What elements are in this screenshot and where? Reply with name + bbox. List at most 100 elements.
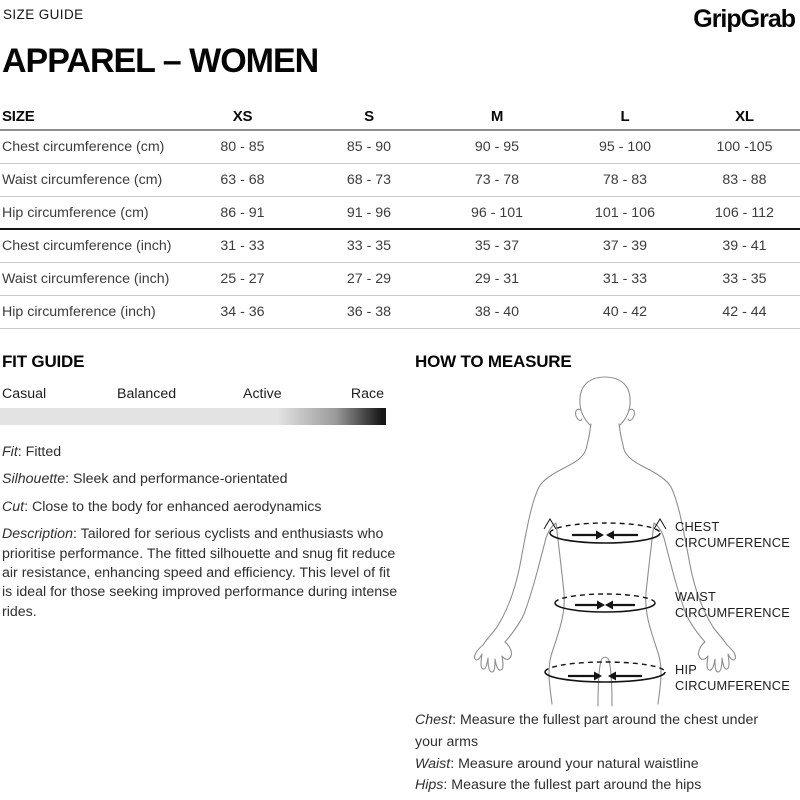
figure-label-hip: HIP [675, 662, 697, 677]
figure-outline [473, 376, 737, 707]
figure-ear-left [575, 408, 583, 421]
figure-leg-gap [597, 656, 613, 707]
attribute-value: Sleek and performance-orientated [73, 471, 288, 488]
row-label: Chest circumference (inch) [2, 238, 172, 254]
fit-scale-gradient-bar [0, 408, 386, 425]
cell-value: 33 - 35 [722, 271, 767, 287]
cell-value: 73 - 78 [474, 172, 520, 188]
figure-label-chest: CHEST [675, 519, 719, 534]
figure-head [579, 376, 631, 426]
cell-value: 39 - 41 [722, 238, 767, 254]
attribute-fit: Fit: Fitted [2, 443, 404, 462]
size-table: SIZE XS S M L XL Chest circumference (cm… [0, 103, 800, 329]
chest-measure-ring [543, 518, 667, 544]
row-label: Waist circumference (inch) [2, 271, 170, 287]
page-title: APPAREL – WOMEN [2, 42, 319, 80]
scale-label-casual: Casual [2, 386, 47, 402]
cell-value: 85 - 90 [346, 139, 392, 155]
table-row: Chest circumference (inch) 31 - 33 33 - … [0, 230, 800, 263]
cell-value: 83 - 88 [722, 172, 767, 188]
measurement-figure: CHEST CIRCUMFERENCE WAIST CIRCUMFERENCE … [473, 376, 790, 707]
fit-guide-heading: FIT GUIDE [2, 352, 85, 371]
table-row: Hip circumference (cm) 86 - 91 91 - 96 9… [0, 197, 800, 230]
header-cell-xs: XS [232, 107, 253, 125]
note-label: Hips [415, 777, 444, 794]
note-value: Measure around your natural waistline [458, 755, 699, 772]
cell-value: 80 - 85 [220, 139, 265, 155]
cell-value: 31 - 33 [220, 238, 265, 254]
figure-ear-right [627, 408, 635, 421]
cell-value: 101 - 106 [595, 204, 655, 221]
cell-value: 37 - 39 [602, 238, 648, 254]
how-to-measure-heading: HOW TO MEASURE [415, 352, 572, 371]
separator: : [452, 712, 460, 728]
cell-value: 40 - 42 [602, 304, 648, 320]
scale-label-balanced: Balanced [117, 386, 177, 402]
cell-value: 96 - 101 [470, 204, 524, 221]
attribute-value: Tailored for serious cyclists and enthus… [2, 526, 398, 620]
attribute-value: Fitted [25, 444, 62, 460]
separator: : [65, 471, 73, 488]
scale-label-active: Active [243, 386, 282, 402]
hip-measure-ring [544, 661, 666, 683]
cell-value: 33 - 35 [346, 238, 392, 254]
figure-label-waist-2: CIRCUMFERENCE [675, 605, 790, 620]
fit-scale-labels: Casual Balanced Active Race [0, 386, 386, 404]
row-label: Hip circumference (inch) [2, 304, 156, 320]
separator: : [72, 526, 81, 543]
cell-value: 90 - 95 [474, 139, 520, 155]
cell-value: 95 - 100 [598, 139, 652, 155]
brand-logo: GripGrab [693, 5, 796, 33]
cell-value: 35 - 37 [474, 238, 520, 254]
header-cell-size: SIZE [2, 107, 35, 125]
figure-body-right [618, 423, 737, 705]
scale-label-race: Race [350, 386, 384, 402]
table-row: Hip circumference (inch) 34 - 36 36 - 38… [0, 296, 800, 329]
attribute-label: Description [2, 526, 73, 543]
separator: : [17, 444, 26, 460]
table-header-row: SIZE XS S M L XL [0, 103, 800, 131]
header-cell-l: L [620, 107, 630, 125]
cell-value: 27 - 29 [346, 271, 392, 287]
figure-body-left [473, 423, 592, 705]
separator: : [443, 777, 452, 794]
attribute-label: Fit [2, 444, 18, 460]
attribute-cut: Cut: Close to the body for enhanced aero… [2, 498, 404, 517]
cell-value: 34 - 36 [220, 304, 265, 320]
cell-value: 31 - 33 [602, 271, 648, 287]
note-value: Measure the fullest part around the hips [451, 777, 702, 794]
cell-value: 25 - 27 [220, 271, 265, 287]
attribute-label: Silhouette [2, 471, 66, 488]
note-hips: Hips: Measure the fullest part around th… [415, 775, 789, 797]
cell-value: 36 - 38 [346, 304, 392, 320]
header-cell-s: S [364, 107, 374, 125]
cell-value: 38 - 40 [474, 304, 520, 320]
waist-measure-ring [554, 593, 656, 613]
cell-value: 63 - 68 [220, 172, 265, 188]
separator: : [24, 498, 32, 515]
separator: : [450, 755, 459, 772]
cell-value: 106 - 112 [715, 204, 774, 221]
row-label: Chest circumference (cm) [2, 139, 165, 155]
attribute-description: Description: Tailored for serious cyclis… [2, 525, 404, 622]
cell-value: 91 - 96 [346, 204, 392, 221]
figure-label-chest-2: CIRCUMFERENCE [675, 535, 790, 550]
cell-value: 29 - 31 [474, 271, 520, 287]
cell-value: 86 - 91 [220, 204, 265, 221]
attribute-value: Close to the body for enhanced aerodynam… [31, 498, 322, 515]
cell-value: 78 - 83 [602, 172, 648, 188]
figure-label-waist: WAIST [675, 589, 716, 604]
note-chest: Chest: Measure the fullest part around t… [415, 710, 789, 754]
header-cell-m: M [490, 107, 504, 125]
note-value: Measure the fullest part around the ches… [415, 712, 759, 750]
row-label: Waist circumference (cm) [2, 172, 163, 188]
table-row: Waist circumference (inch) 25 - 27 27 - … [0, 263, 800, 296]
table-row: Waist circumference (cm) 63 - 68 68 - 73… [0, 164, 800, 197]
note-label: Waist [415, 755, 451, 772]
cell-value: 100 -105 [716, 139, 773, 155]
cell-value: 68 - 73 [346, 172, 392, 188]
note-label: Chest [415, 712, 453, 728]
fit-attributes: Fit: Fitted Silhouette: Sleek and perfor… [2, 443, 404, 630]
measure-notes: Chest: Measure the fullest part around t… [415, 710, 789, 797]
